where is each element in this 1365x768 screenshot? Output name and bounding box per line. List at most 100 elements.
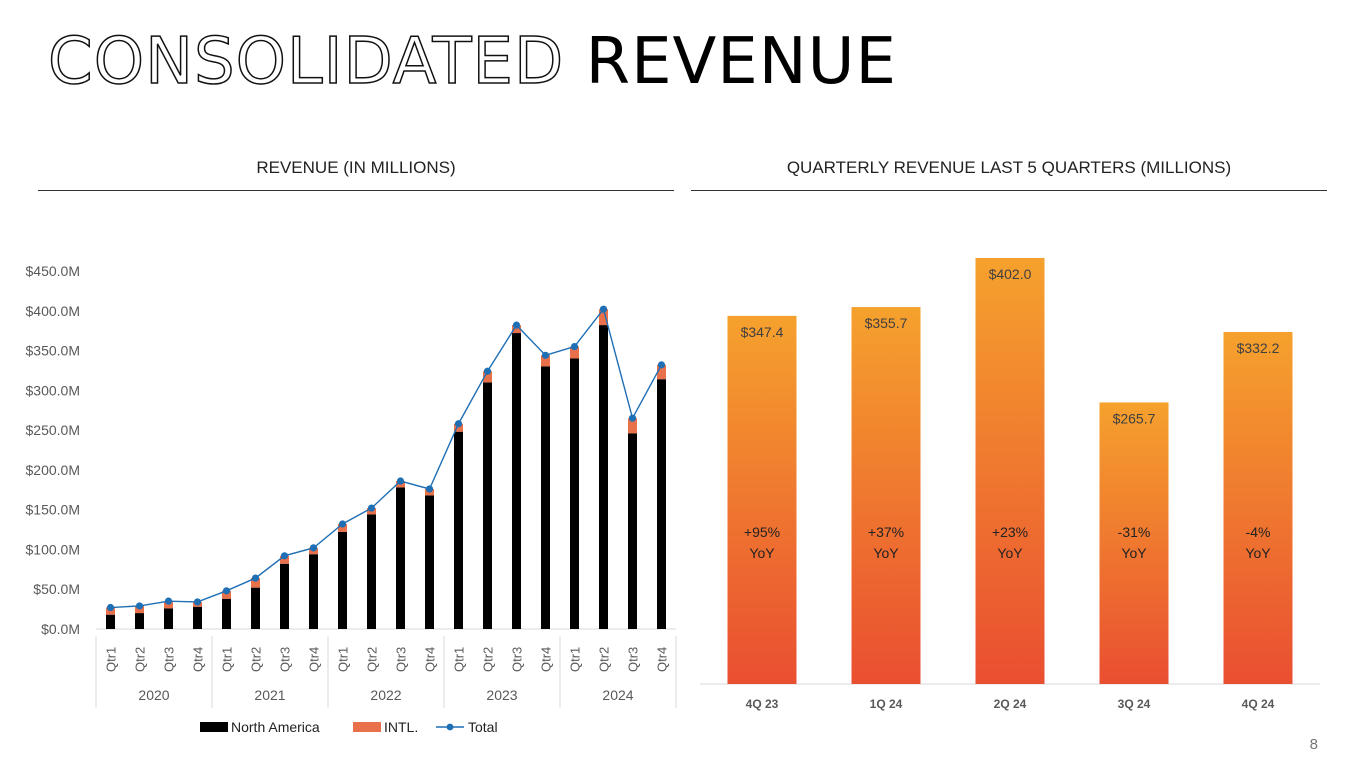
- bar-value-label: $347.4: [741, 324, 784, 340]
- bar-north-america: [483, 382, 492, 629]
- x-tick-label: Qtr1: [220, 647, 235, 672]
- point-total: [657, 361, 666, 369]
- bar-value-label: $332.2: [1237, 340, 1280, 356]
- point-total: [396, 477, 405, 485]
- y-tick-label: $450.0M: [26, 263, 80, 279]
- quarterly-chart-divider: [691, 190, 1327, 191]
- bar-value-label: $402.0: [989, 266, 1032, 282]
- x-tick-label: Qtr2: [481, 647, 496, 672]
- bar-north-america: [541, 366, 550, 629]
- bar-intl: [541, 355, 550, 367]
- point-total: [280, 552, 289, 560]
- y-tick-label: $100.0M: [26, 541, 80, 557]
- x-tick-label: Qtr1: [452, 647, 467, 672]
- bar-north-america: [570, 358, 579, 629]
- x-tick-label: Qtr4: [655, 647, 670, 672]
- x-tick-label: 4Q 24: [1242, 697, 1275, 711]
- bar-north-america: [599, 325, 608, 629]
- bar-intl: [628, 418, 637, 434]
- page-number: 8: [1309, 736, 1318, 753]
- x-tick-label: Qtr3: [278, 647, 293, 672]
- bar-intl: [657, 364, 666, 380]
- bar-north-america: [425, 495, 434, 629]
- point-total: [135, 602, 144, 610]
- bar-intl: [338, 523, 347, 532]
- x-tick-label: Qtr3: [394, 647, 409, 672]
- bar-north-america: [222, 598, 231, 629]
- revenue-stacked-bar-chart: $0.0M $50.0M $100.0M $150.0M $200.0M $250.0M $…: [26, 263, 677, 735]
- bar-intl: [280, 555, 289, 564]
- point-total: [106, 603, 115, 612]
- point-total: [309, 544, 318, 552]
- x-tick-label: Qtr3: [626, 647, 641, 672]
- bar-north-america: [367, 514, 376, 629]
- y-tick-label: $50.0M: [33, 581, 80, 597]
- bar-intl: [483, 371, 492, 383]
- x-tick-label: Qtr3: [162, 647, 177, 672]
- x-group-label: 2020: [138, 687, 169, 703]
- bar-value-label: $265.7: [1113, 410, 1156, 426]
- x-tick-label: Qtr1: [104, 647, 119, 672]
- yoy-unit-label: YoY: [873, 545, 899, 561]
- bar-north-america: [193, 606, 202, 629]
- y-tick-label: $150.0M: [26, 502, 80, 518]
- bar-north-america: [280, 563, 289, 629]
- yoy-unit-label: YoY: [1245, 545, 1271, 561]
- x-tick-label: Qtr1: [336, 647, 351, 672]
- yoy-unit-label: YoY: [1121, 545, 1147, 561]
- bar-north-america: [396, 487, 405, 629]
- page-title-solid: REVENUE: [564, 25, 897, 99]
- bar-quarter: [851, 307, 921, 684]
- bar-intl: [454, 423, 463, 432]
- quarterly-chart-title: QUARTERLY REVENUE LAST 5 QUARTERS (MILLI…: [786, 158, 1232, 177]
- point-total: [541, 351, 550, 359]
- bar-north-america: [251, 587, 260, 629]
- x-tick-label: Qtr4: [423, 647, 438, 672]
- x-tick-label: Qtr2: [365, 647, 380, 672]
- legend-swatch-intl: [353, 722, 381, 732]
- point-total: [425, 485, 434, 493]
- yoy-change-label: +23%: [992, 524, 1028, 540]
- legend-label-intl: INTL.: [384, 719, 418, 735]
- x-tick-label: Qtr2: [133, 647, 148, 672]
- x-tick-label: Qtr4: [539, 647, 554, 672]
- y-tick-label: $0.0M: [41, 621, 80, 637]
- bar-intl: [222, 590, 231, 599]
- bar-intl: [570, 346, 579, 359]
- page-title: CONSOLIDATED REVENUE: [47, 29, 897, 95]
- legend-swatch-total-marker: [446, 723, 454, 731]
- x-group-label: 2022: [370, 687, 401, 703]
- bar-quarter: [1223, 331, 1293, 684]
- point-total: [454, 420, 463, 428]
- yoy-change-label: -31%: [1118, 524, 1151, 540]
- point-total: [251, 574, 260, 582]
- point-total: [570, 342, 579, 351]
- x-group-label: 2021: [254, 687, 285, 703]
- x-tick-label: Qtr3: [510, 647, 525, 672]
- yoy-change-label: +37%: [868, 524, 904, 540]
- x-tick-label: Qtr2: [249, 647, 264, 672]
- point-total: [338, 520, 347, 528]
- bar-intl: [599, 309, 608, 326]
- bar-north-america: [628, 433, 637, 629]
- point-total: [193, 598, 202, 606]
- point-total: [483, 367, 492, 375]
- bar-north-america: [657, 379, 666, 629]
- bar-intl: [251, 578, 260, 588]
- bar-north-america: [164, 608, 173, 629]
- bar-value-label: $355.7: [865, 315, 908, 331]
- point-total: [222, 587, 231, 595]
- y-tick-label: $300.0M: [26, 382, 80, 398]
- bar-quarter: [1099, 402, 1169, 684]
- point-total: [512, 321, 521, 329]
- point-total: [628, 414, 637, 422]
- bar-north-america: [338, 531, 347, 629]
- point-total: [367, 504, 376, 512]
- x-tick-label: Qtr4: [307, 647, 322, 672]
- legend-label-north-america: North America: [231, 719, 320, 735]
- point-total: [599, 305, 608, 313]
- yoy-unit-label: YoY: [749, 545, 775, 561]
- x-group-label: 2023: [486, 687, 517, 703]
- bar-north-america: [135, 613, 144, 629]
